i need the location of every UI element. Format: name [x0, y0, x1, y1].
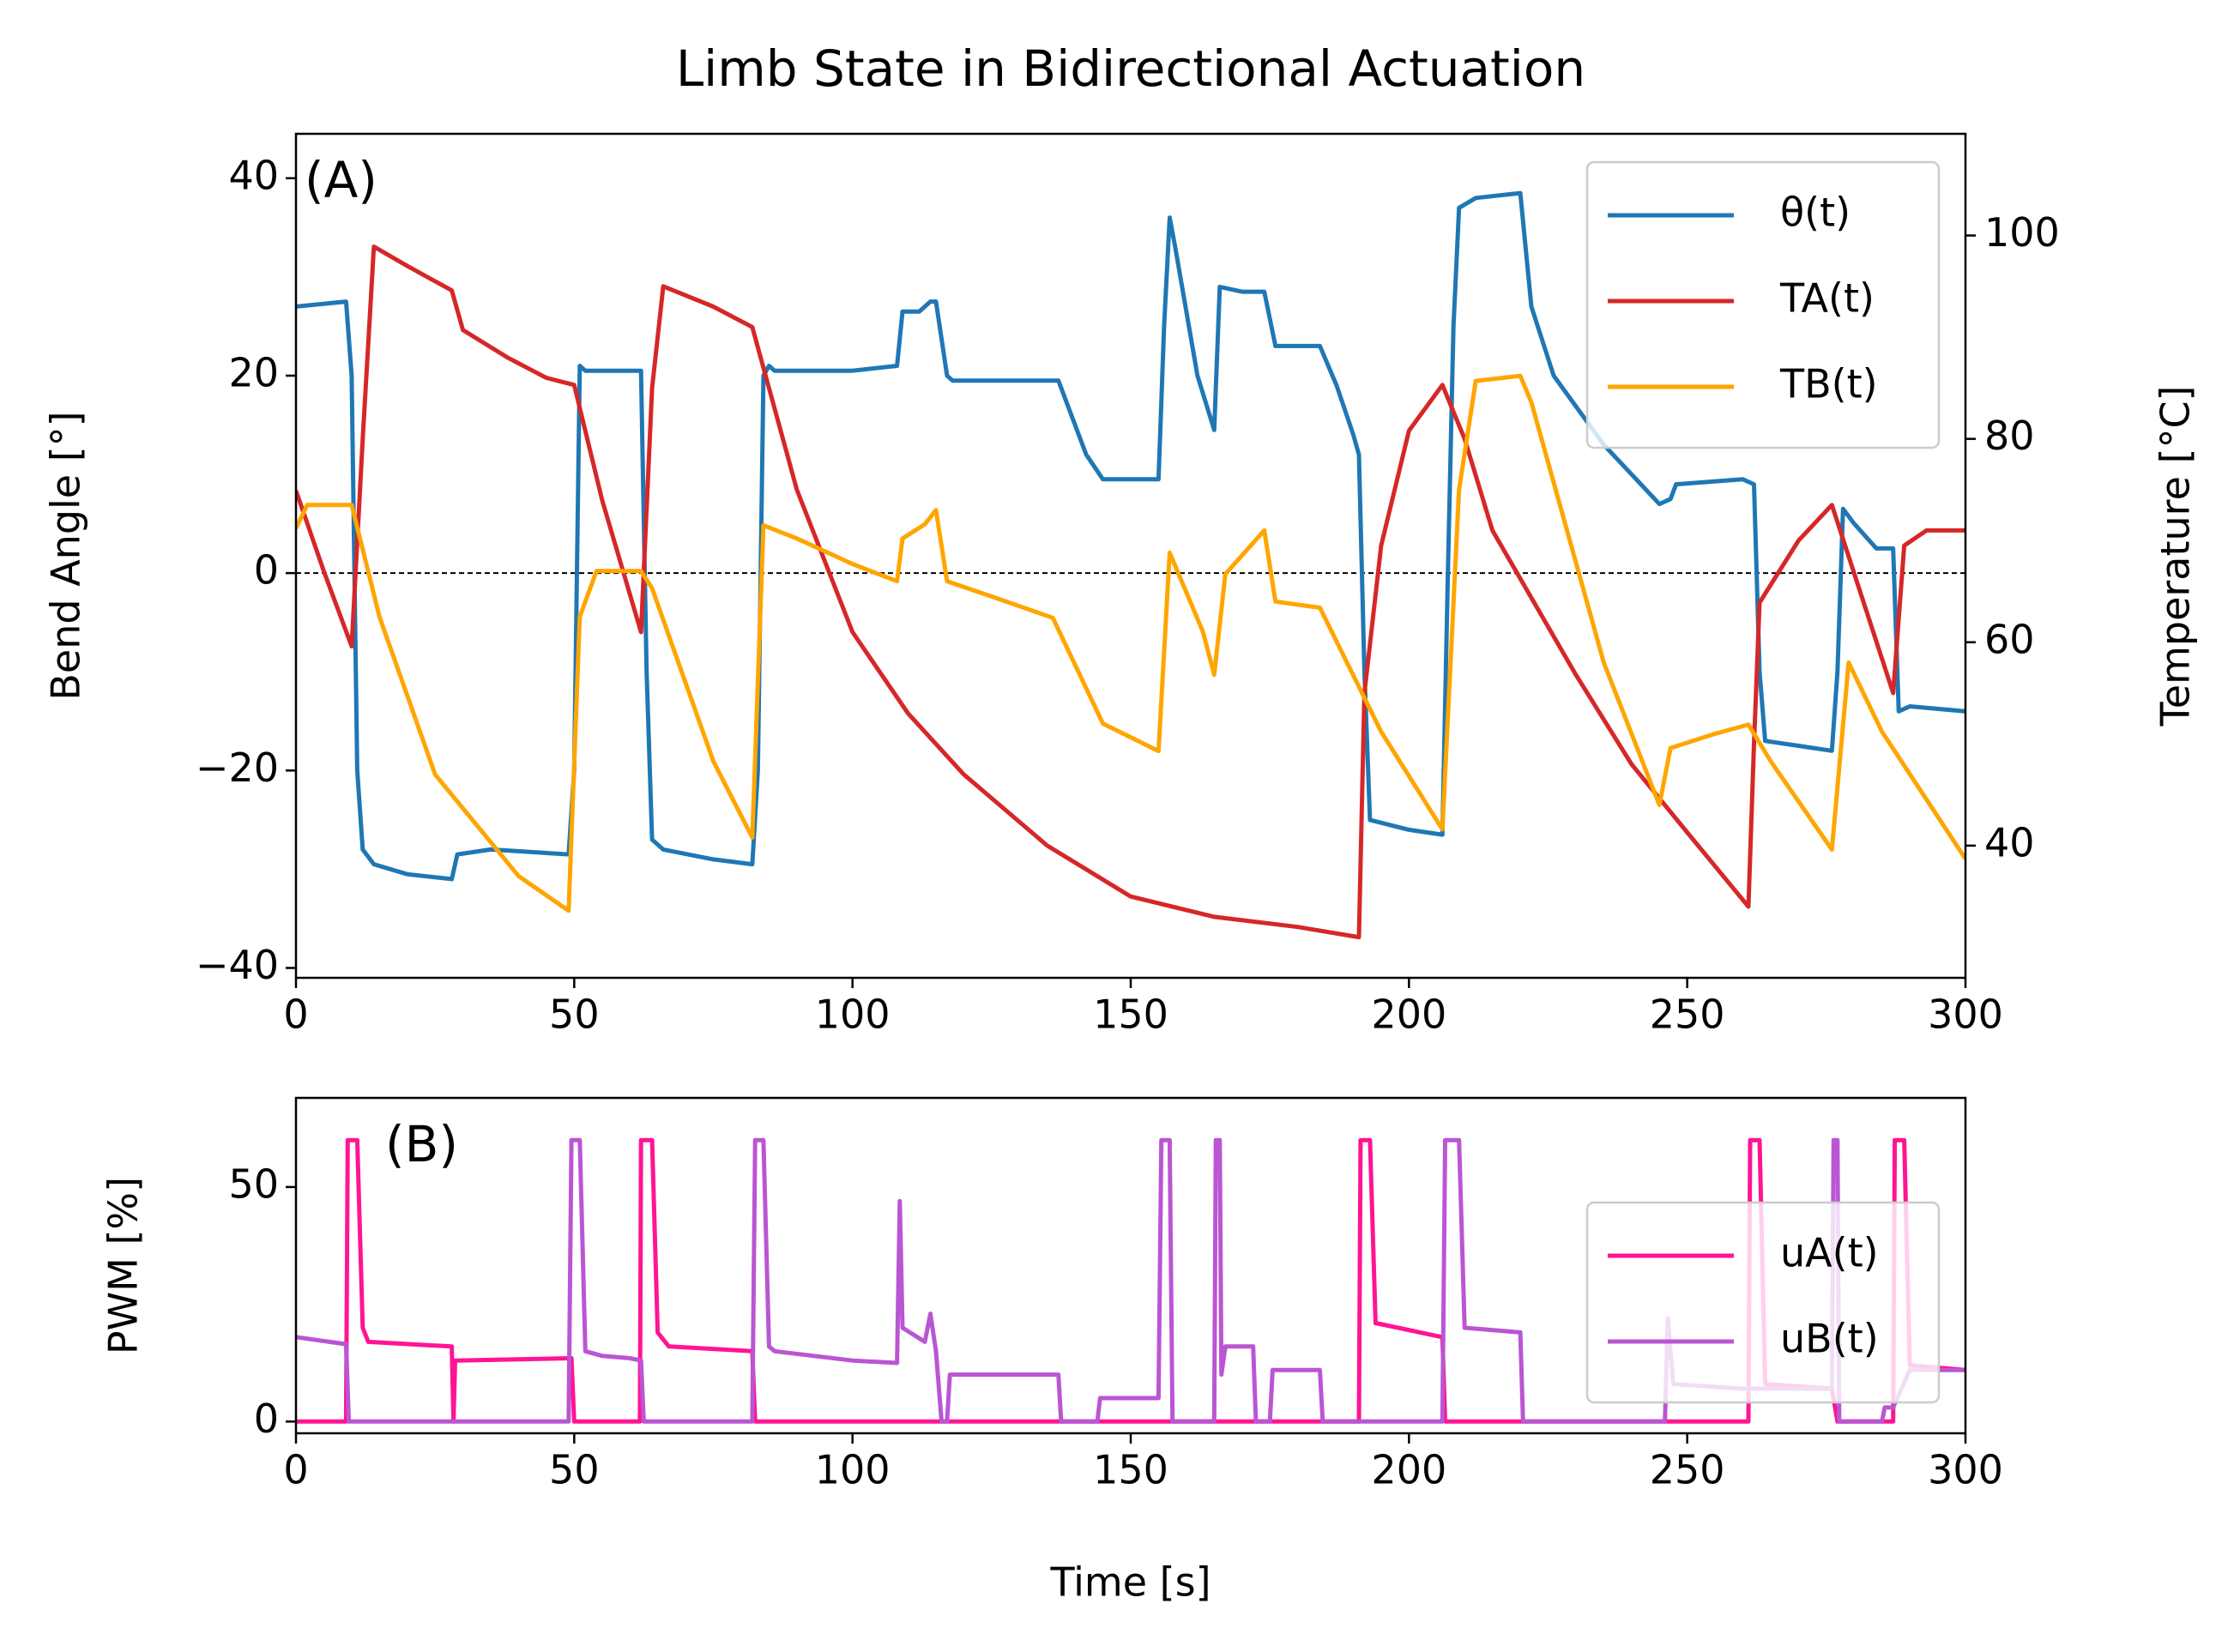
- legend: uA(t) uB(t): [1585, 1201, 1941, 1404]
- y-tick-label: −20: [196, 745, 279, 791]
- x-tick-label: 250: [1650, 1447, 1725, 1493]
- y2-tick-label: 100: [1984, 209, 2060, 256]
- series-line: [296, 373, 1965, 913]
- x-tick-label: 150: [1093, 992, 1168, 1038]
- series-line: [296, 244, 1965, 940]
- legend-box: [1585, 1201, 1941, 1404]
- y2-axis-label: Temperature [°C]: [2152, 385, 2199, 727]
- x-tick-label: 250: [1650, 992, 1725, 1038]
- y-axis-label: Bend Angle [°]: [43, 411, 89, 700]
- series-line: [296, 190, 1965, 882]
- legend-label: TA(t): [1779, 275, 1875, 322]
- legend-box: [1585, 160, 1941, 449]
- y-tick-label: 0: [254, 547, 279, 594]
- y-tick-label: −40: [196, 942, 279, 988]
- x-tick-label: 200: [1371, 992, 1446, 1038]
- x-tick-label: 150: [1093, 1447, 1168, 1493]
- y-tick-label: 40: [228, 152, 279, 198]
- x-tick-label: 100: [815, 992, 891, 1038]
- y2-tick-label: 40: [1984, 819, 2035, 865]
- x-tick-label: 50: [549, 992, 600, 1038]
- x-tick-label: 300: [1928, 992, 2003, 1038]
- y-axis-label: PWM [%]: [100, 1177, 147, 1354]
- panel-label: (B): [385, 1115, 458, 1173]
- legend-label: θ(t): [1780, 190, 1851, 236]
- y-tick-label: 50: [228, 1161, 279, 1207]
- legend: θ(t) TA(t) TB(t): [1585, 160, 1941, 449]
- x-axis-label: Time [s]: [1049, 1559, 1211, 1606]
- x-tick-label: 200: [1371, 1447, 1446, 1493]
- legend-label: TB(t): [1779, 361, 1878, 407]
- legend-label: uB(t): [1780, 1316, 1879, 1362]
- y2-tick-label: 80: [1984, 413, 2035, 459]
- panel-label: (A): [305, 151, 377, 209]
- y-tick-label: 0: [254, 1396, 279, 1442]
- x-tick-label: 50: [549, 1447, 600, 1493]
- x-tick-label: 300: [1928, 1447, 2003, 1493]
- x-tick-label: 0: [283, 1447, 308, 1493]
- chart-title: Limb State in Bidirectional Actuation: [676, 39, 1585, 98]
- y-tick-label: 20: [228, 349, 279, 395]
- x-tick-label: 0: [283, 992, 308, 1038]
- legend-label: uA(t): [1780, 1230, 1879, 1276]
- x-tick-label: 100: [815, 1447, 891, 1493]
- plot-area: [296, 190, 1965, 940]
- y2-tick-label: 60: [1984, 616, 2035, 662]
